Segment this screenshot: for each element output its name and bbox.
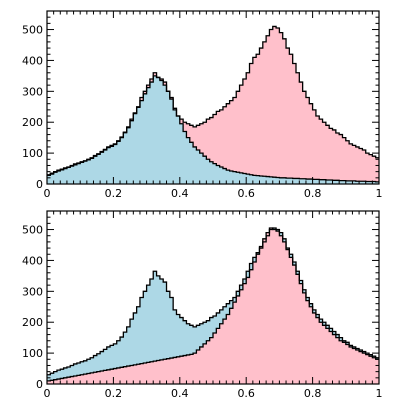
top-x-tick-label: 1 <box>376 187 383 200</box>
top-y-tick-label: 100 <box>22 147 43 160</box>
bottom-x-tick-label: 0.6 <box>237 387 255 400</box>
bottom-x-tick-label: 0 <box>44 387 51 400</box>
top-y-tick-label: 400 <box>22 54 43 67</box>
bottom-y-tick-label: 500 <box>22 224 43 237</box>
top-x-tick-label: 0.2 <box>105 187 123 200</box>
bottom-y-tick-label: 200 <box>22 316 43 329</box>
top-x-tick-label: 0 <box>44 187 51 200</box>
top-histogram-panel: 0 0.2 0.4 0.6 0.8 1 0 100 200 300 400 500 <box>22 11 383 200</box>
bottom-x-tick-label: 0.4 <box>171 387 189 400</box>
bottom-histogram-panel: 0 0.2 0.4 0.6 0.8 1 0 100 200 300 400 500 <box>22 211 383 400</box>
bottom-y-tick-label: 0 <box>36 378 43 391</box>
bottom-y-tick-label: 400 <box>22 254 43 267</box>
bottom-y-tick-label: 100 <box>22 347 43 360</box>
top-y-tick-label: 200 <box>22 116 43 129</box>
bottom-x-tick-label: 0.2 <box>105 387 123 400</box>
top-x-tick-label: 0.8 <box>304 187 322 200</box>
top-y-tick-label: 500 <box>22 24 43 37</box>
top-x-tick-label: 0.6 <box>237 187 255 200</box>
bottom-x-tick-label: 1 <box>376 387 383 400</box>
top-y-tick-label: 300 <box>22 85 43 98</box>
top-x-tick-label: 0.4 <box>171 187 189 200</box>
top-y-tick-label: 0 <box>36 178 43 191</box>
bottom-x-tick-label: 0.8 <box>304 387 322 400</box>
bottom-y-tick-label: 300 <box>22 285 43 298</box>
